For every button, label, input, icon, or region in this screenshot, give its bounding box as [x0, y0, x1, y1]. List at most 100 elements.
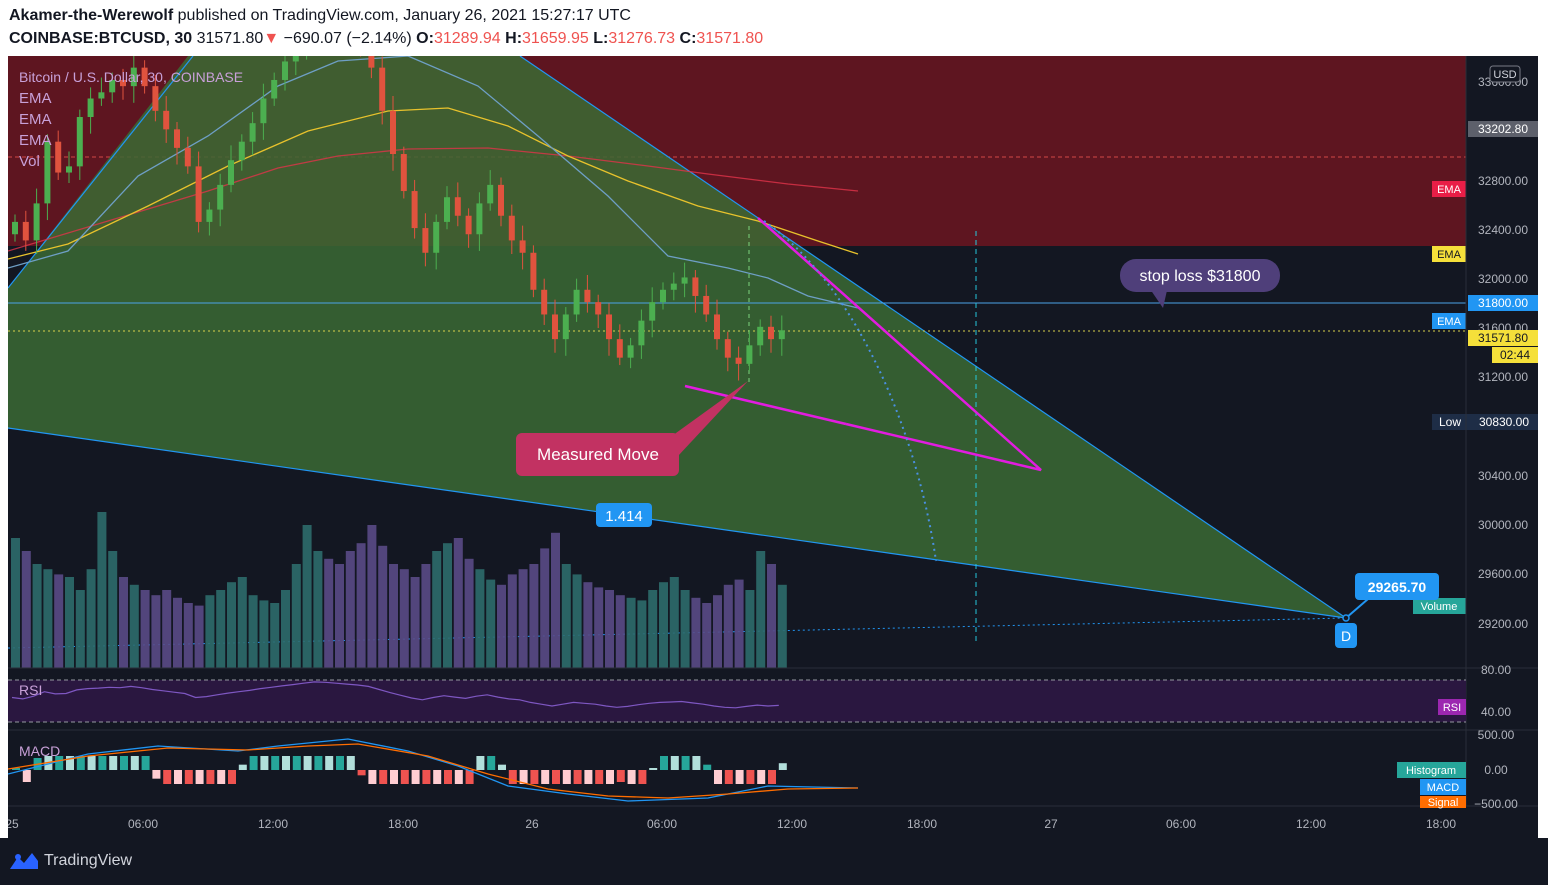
last-price-axis: 31571.80: [1478, 331, 1528, 345]
volume-bar: [32, 564, 42, 668]
volume-bar: [324, 558, 334, 668]
legend-ema-2[interactable]: EMA: [19, 111, 52, 128]
candle-body: [616, 339, 623, 358]
last-price: 31571.80: [196, 30, 264, 47]
macd-hist-bar: [768, 770, 776, 784]
macd-hist-bar: [703, 764, 712, 770]
time-tick: 18:00: [388, 817, 418, 831]
symbol-label: COINBASE:BTCUSD, 30: [9, 30, 193, 47]
candle-body: [379, 67, 386, 111]
point-d-badge[interactable]: [1335, 623, 1357, 648]
macd-tick: −500.00: [1474, 797, 1518, 811]
candle-body: [390, 110, 396, 155]
candle-body: [76, 117, 83, 167]
stop-loss-callout[interactable]: [1120, 259, 1280, 292]
chart-area[interactable]: 33600.00 32800.00 32400.00 32000.00 3160…: [5, 0, 1538, 838]
volume-bar: [302, 525, 312, 668]
macd-badge: [1420, 779, 1466, 795]
rsi-band: [8, 680, 1466, 722]
macd-hist-bar: [552, 770, 560, 784]
volume-bar: [594, 587, 604, 668]
legend-vol[interactable]: Vol: [19, 153, 40, 170]
macd-line: [7, 738, 859, 802]
macd-hist-bar: [422, 770, 431, 784]
time-axis[interactable]: 25 06:00 12:00 18:00 26 06:00 12:00 18:0…: [5, 817, 1456, 831]
macd-hist-bar: [109, 756, 118, 770]
low-value: 31276.73: [608, 30, 676, 47]
candle-body: [444, 197, 450, 222]
macd-histogram: [12, 756, 787, 784]
legend-ema-3[interactable]: EMA: [19, 132, 52, 149]
fib-badge[interactable]: [596, 503, 652, 527]
candle-body: [249, 123, 256, 142]
volume-bar: [227, 582, 236, 668]
volume-bar: [54, 574, 64, 668]
signal-badge: [1420, 796, 1466, 808]
candle-body: [746, 345, 753, 364]
candle-body: [692, 277, 699, 296]
volume-bar: [745, 590, 755, 668]
candle-body: [368, 49, 375, 68]
macd-hist-bar: [228, 770, 236, 784]
volume-bar: [140, 590, 150, 668]
price-tick: 32400.00: [1478, 223, 1528, 237]
candle-body: [714, 314, 720, 340]
candle-body: [638, 320, 645, 346]
author-name[interactable]: Akamer-the-Werewolf: [9, 7, 174, 24]
macd-hist-bar: [390, 770, 398, 784]
volume-bar: [65, 577, 74, 668]
macd-hist-bar: [724, 770, 733, 784]
volume-bar: [680, 590, 690, 668]
legend-ema-1[interactable]: EMA: [19, 90, 52, 107]
volume-bar: [551, 532, 560, 668]
measured-move-callout[interactable]: [516, 433, 679, 476]
candle-body: [768, 326, 774, 340]
volume-bar: [756, 551, 766, 668]
macd-hist-bar: [379, 770, 388, 784]
tradingview-logo[interactable]: TradingView: [10, 852, 132, 870]
wedge-bottom-line: [7, 427, 1347, 619]
target-price-callout[interactable]: [1355, 573, 1439, 600]
macd-hist-bar: [627, 770, 636, 784]
volume-bar: [777, 584, 787, 668]
volume-bar: [583, 582, 593, 668]
volume-bar: [313, 551, 323, 668]
macd-hist-bar: [508, 770, 517, 784]
macd-hist-bar: [282, 756, 290, 770]
price-tick: 30400.00: [1478, 469, 1528, 483]
candle-body: [206, 209, 213, 222]
stop-price: 31800.00: [1478, 296, 1528, 310]
volume-label: Volume: [1421, 601, 1458, 613]
time-tick: 06:00: [128, 817, 158, 831]
macd-hist-bar: [433, 770, 442, 784]
high-label: H:: [505, 30, 523, 47]
chart-svg[interactable]: 33600.00 32800.00 32400.00 32000.00 3160…: [5, 0, 1538, 838]
target-dotted-line: [7, 617, 1347, 649]
rsi-label[interactable]: RSI: [19, 682, 42, 698]
candle-body: [130, 67, 137, 87]
footer: TradingView: [0, 838, 1548, 885]
legend-title[interactable]: Bitcoin / U.S. Dollar, 30, COINBASE: [19, 69, 243, 85]
macd-hist-bar: [616, 770, 625, 782]
time-tick: 12:00: [258, 817, 288, 831]
candle-body: [174, 129, 180, 148]
macd-hist-bar: [660, 756, 668, 770]
volume-bar: [259, 600, 269, 668]
time-tick: 12:00: [777, 817, 807, 831]
currency-badge[interactable]: [1489, 65, 1521, 83]
publish-info: published on TradingView.com, January 26…: [177, 7, 631, 24]
volume-bar: [659, 582, 668, 668]
candle-body: [541, 289, 548, 315]
macd-hist-bar: [357, 770, 366, 776]
candle-body: [573, 289, 580, 315]
candle-body: [87, 98, 94, 118]
volume-bar: [151, 595, 161, 668]
volume-bar: [367, 525, 377, 668]
candle-body: [649, 302, 656, 321]
price-tick: 31200.00: [1478, 370, 1528, 384]
volume-bar: [421, 564, 431, 668]
macd-hist-bar: [249, 756, 258, 770]
macd-label[interactable]: MACD: [19, 743, 60, 759]
volume-bar: [97, 512, 107, 668]
publish-line: Akamer-the-Werewolf published on Trading…: [9, 7, 631, 25]
